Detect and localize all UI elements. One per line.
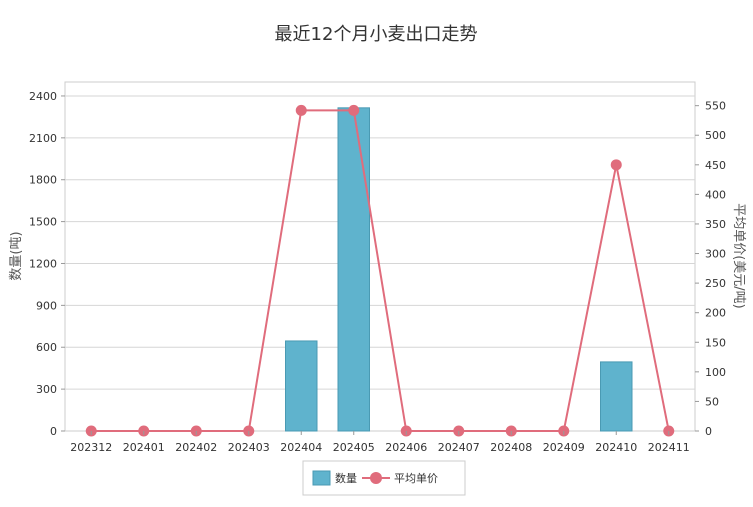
line-point [295,104,307,116]
legend-line-label: 平均单价 [394,472,438,485]
y-right-tick-label: 200 [705,307,726,320]
y-left-tick-label: 600 [36,341,57,354]
gridlines [65,95,695,390]
y-axis-right-title: 平均单价(美元/吨) [731,203,746,309]
x-tick-label: 202403 [228,441,270,454]
chart-title: 最近12个月小麦出口走势 [275,24,478,45]
bar-series [285,107,633,432]
x-tick-label: 202411 [648,441,690,454]
x-tick-label: 202402 [175,441,217,454]
x-tick-label: 202404 [280,441,322,454]
y-axis-right: 0 50 100 150 200 250 300 350 400 450 500 550 [695,100,726,438]
plot-area [64,81,696,432]
x-tick-label: 202405 [333,441,375,454]
bar [337,107,370,432]
x-tick-label: 202312 [70,441,112,454]
x-tick-label: 202410 [595,441,637,454]
legend-bar-label: 数量 [335,472,357,485]
y-right-tick-label: 500 [705,129,726,142]
y-axis-left-title: 数量(吨) [9,231,24,280]
legend-bar-swatch [312,470,331,486]
y-left-tick-label: 1500 [29,216,57,229]
y-left-tick-label: 300 [36,383,57,396]
x-tick-label: 202409 [543,441,585,454]
y-right-tick-label: 50 [705,395,719,408]
y-left-tick-label: 0 [50,425,57,438]
y-left-tick-label: 1800 [29,174,57,187]
bar [285,340,318,432]
y-left-tick-label: 2400 [29,90,57,103]
y-left-tick-label: 1200 [29,257,57,270]
y-axis-left: 0 300 600 900 1200 1500 1800 2100 2400 [29,90,65,438]
x-tick-label: 202401 [123,441,165,454]
y-right-tick-label: 450 [705,159,726,172]
legend-line-marker [370,472,382,484]
x-tick-label: 202406 [385,441,427,454]
y-left-tick-label: 900 [36,299,57,312]
y-right-tick-label: 350 [705,218,726,231]
price-line [91,109,670,432]
legend: 数量 平均单价 [302,460,466,496]
y-right-tick-label: 100 [705,366,726,379]
x-tick-label: 202407 [438,441,480,454]
bar [600,361,633,432]
y-right-tick-label: 150 [705,336,726,349]
line-point [348,104,360,116]
y-right-tick-label: 250 [705,277,726,290]
y-right-tick-label: 300 [705,248,726,261]
x-tick-label: 202408 [490,441,532,454]
line-point [610,159,622,171]
x-axis: 202312 202401 202402 202403 202404 202405 2024… [70,431,690,454]
y-right-tick-label: 550 [705,100,726,113]
y-left-tick-label: 2100 [29,132,57,145]
y-right-tick-label: 400 [705,188,726,201]
y-right-tick-label: 0 [705,425,712,438]
